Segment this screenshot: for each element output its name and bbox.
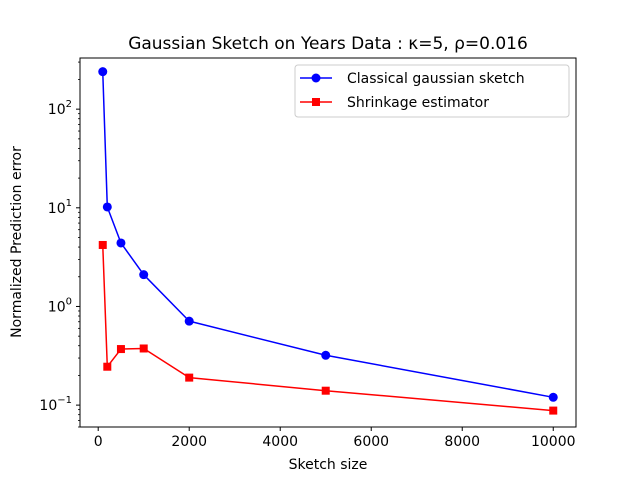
x-tick-label: 4000 [262, 434, 298, 450]
legend: Classical gaussian sketch Shrinkage esti… [294, 64, 570, 118]
y-tick-label-exponent: 0 [66, 296, 72, 307]
plot-frame [79, 57, 577, 428]
data-point-square [98, 240, 107, 249]
data-point-square [185, 373, 194, 382]
chart-title: Gaussian Sketch on Years Data : κ=5, ρ=0… [128, 34, 528, 54]
y-tick-label-base: 10 [48, 102, 66, 118]
legend-marker-shrinkage [312, 98, 320, 106]
x-tick-label: 0 [94, 434, 103, 450]
y-tick-label-base: 10 [39, 398, 57, 414]
legend-label-classical: Classical gaussian sketch [347, 71, 525, 87]
data-point-circle [548, 392, 558, 402]
data-point-square [549, 406, 558, 415]
data-point-circle [139, 270, 149, 280]
y-axis-label: Normalized Prediction error [9, 146, 25, 338]
data-point-square [139, 344, 148, 353]
data-point-circle [98, 67, 108, 77]
data-point-circle [321, 350, 331, 360]
x-axis-ticks: 0 2000 4000 6000 8000 10000 [94, 427, 576, 450]
y-tick-label-exponent: 1 [66, 198, 72, 209]
y-tick-label-exponent: 2 [66, 99, 72, 110]
y-tick-label: 102 [48, 99, 72, 118]
legend-label-shrinkage: Shrinkage estimator [347, 95, 489, 111]
y-tick-label: 10−1 [39, 395, 72, 414]
series-layer [98, 67, 558, 415]
legend-marker-classical [311, 73, 321, 83]
data-point-circle [102, 202, 112, 212]
x-tick-label: 10000 [531, 434, 576, 450]
data-point-square [103, 362, 112, 371]
y-tick-label-exponent: −1 [57, 395, 72, 406]
data-point-circle [184, 316, 194, 326]
y-tick-label: 101 [48, 198, 72, 217]
x-tick-label: 2000 [171, 434, 207, 450]
x-tick-label: 8000 [444, 434, 480, 450]
data-point-circle [116, 238, 126, 248]
x-tick-label: 6000 [353, 434, 389, 450]
data-point-square [321, 386, 330, 395]
y-tick-label-base: 10 [48, 299, 66, 315]
y-tick-label-base: 10 [48, 201, 66, 217]
y-tick-label: 100 [48, 296, 72, 315]
x-axis-label: Sketch size [289, 457, 368, 473]
legend-box [294, 64, 570, 118]
data-point-square [116, 345, 125, 354]
